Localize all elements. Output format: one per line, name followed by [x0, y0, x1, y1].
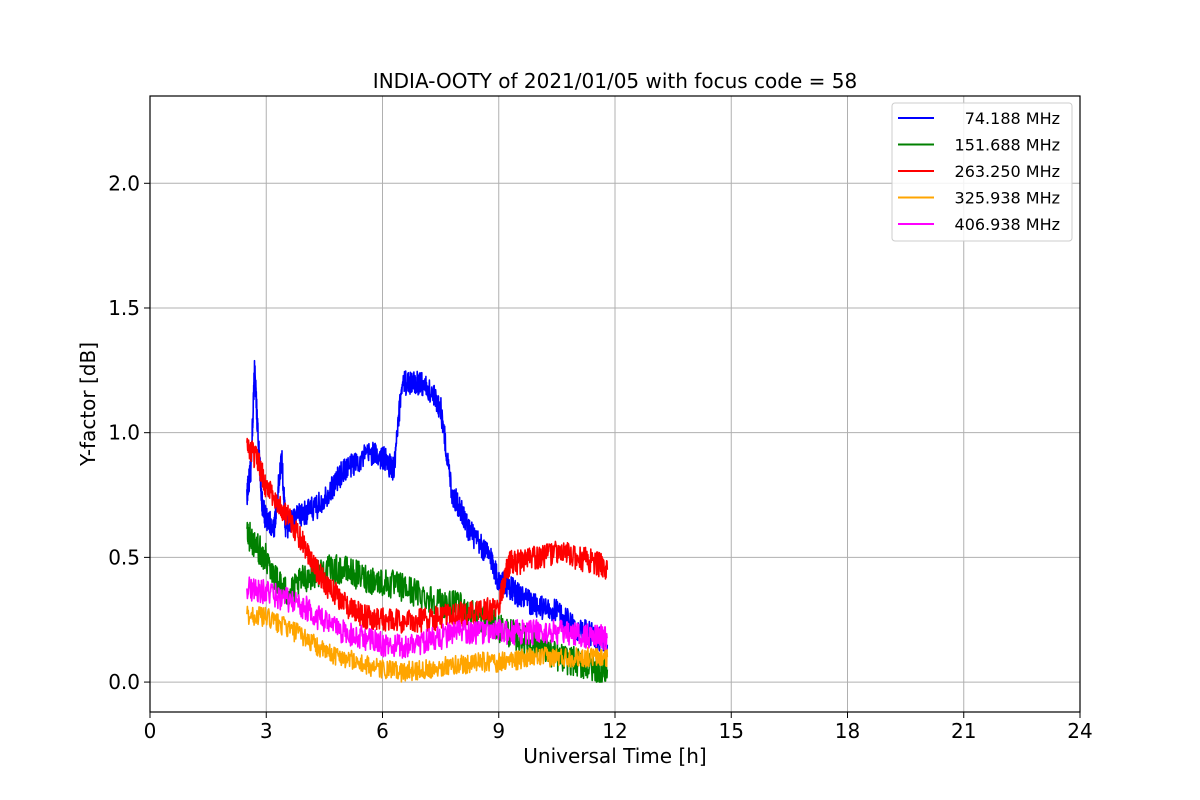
y-tick-label: 2.0	[108, 171, 140, 195]
y-tick-label: 1.0	[108, 421, 140, 445]
plot-area	[246, 359, 609, 683]
x-tick-label: 9	[492, 719, 505, 743]
legend-label: 263.250 MHz	[955, 162, 1060, 181]
legend-label: 325.938 MHz	[955, 189, 1060, 208]
legend-label: 151.688 MHz	[955, 136, 1060, 155]
legend: 74.188 MHz 151.688 MHz 263.250 MHz 325.938 …	[891, 102, 1073, 242]
x-tick-label: 6	[376, 719, 389, 743]
y-tick-label: 0.0	[108, 670, 140, 694]
y-axis-label: Y-factor [dB]	[76, 342, 100, 467]
x-tick-label: 24	[1067, 719, 1092, 743]
x-tick-label: 15	[719, 719, 744, 743]
y-tick-label: 0.5	[108, 545, 140, 569]
chart-title: INDIA-OOTY of 2021/01/05 with focus code…	[373, 69, 857, 93]
series-line-2	[246, 437, 609, 634]
x-tick-label: 12	[602, 719, 627, 743]
legend-label: 74.188 MHz	[965, 109, 1060, 128]
x-axis-label: Universal Time [h]	[523, 744, 706, 768]
x-axis: 0 3 6 9 12 15 18 21 24	[144, 712, 1093, 743]
y-axis: 0.0 0.5 1.0 1.5 2.0	[108, 171, 150, 694]
x-tick-label: 0	[144, 719, 157, 743]
x-tick-label: 3	[260, 719, 273, 743]
y-tick-label: 1.5	[108, 296, 140, 320]
legend-label: 406.938 MHz	[955, 215, 1060, 234]
x-tick-label: 21	[951, 719, 976, 743]
series-line-4	[246, 576, 608, 659]
series-line-0	[246, 359, 609, 657]
legend-box	[891, 102, 1073, 242]
series-line-3	[246, 605, 609, 683]
x-tick-label: 18	[835, 719, 860, 743]
